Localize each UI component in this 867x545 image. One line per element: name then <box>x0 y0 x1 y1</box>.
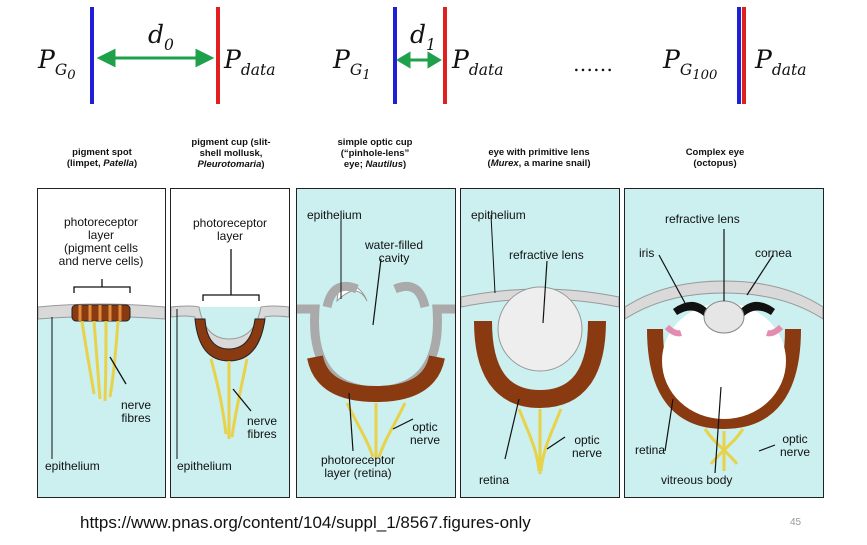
nerve-pointer <box>109 356 127 385</box>
generator-distribution-bar-1 <box>393 7 397 104</box>
caption-simple-optic-cup: simple optic cup (“pinhole-lens” eye; Na… <box>337 137 413 170</box>
generator-distribution-bar-100 <box>737 7 741 104</box>
panel-primitive-lens: epithelium refractive lens optic nerve re… <box>460 188 620 498</box>
bracket <box>73 279 131 293</box>
panel-pigment-spot: photoreceptor layer (pigment cells and ner… <box>37 188 166 498</box>
bracket <box>202 249 260 301</box>
caption-primitive-lens: eye with primitive lens (Murex, a marine… <box>487 147 591 169</box>
nerve-fibres-label: nerve fibres <box>120 398 152 425</box>
distance-d1-label: d1 <box>410 20 436 54</box>
retina-layer <box>647 328 801 430</box>
p-data-label-1: Pdata <box>224 45 276 79</box>
retina-layer <box>474 320 606 409</box>
p-data-label-3: Pdata <box>755 45 807 79</box>
epithelium-label: epithelium <box>177 459 232 473</box>
caption-pigment-spot: pigment spot (limpet, Patella) <box>66 147 138 169</box>
optic-nerve <box>703 428 745 471</box>
refractive-lens <box>703 300 745 334</box>
refractive-lens <box>497 286 583 372</box>
pigment-spot-illustration <box>38 189 165 459</box>
optic-cup-illustration <box>297 211 455 459</box>
data-distribution-bar-3 <box>742 7 746 104</box>
nerve-fibres <box>80 320 120 402</box>
nerve-fibres-label: nerve fibres <box>246 414 278 441</box>
photoreceptor-label: photoreceptor layer <box>192 216 268 243</box>
epithelium-layer <box>171 305 289 352</box>
p-g0-label: PG0 <box>38 45 76 83</box>
iris-label: iris <box>639 246 655 260</box>
pigment-cup-illustration <box>171 189 289 459</box>
caption-pigment-cup: pigment cup (slit- shell mollusk, Pleuro… <box>191 137 271 170</box>
epithelium-label: epithelium <box>471 208 526 222</box>
panel-complex-eye: refractive lens iris cornea retina optic… <box>624 188 824 498</box>
p-g100-label: PG100 <box>663 45 718 83</box>
pigment-cells <box>71 304 131 322</box>
primitive-lens-illustration <box>461 214 619 474</box>
refractive-lens-label: refractive lens <box>509 248 584 262</box>
data-distribution-bar-2 <box>443 7 447 104</box>
nerve-fibres <box>209 358 249 439</box>
distance-d0-label: d0 <box>148 20 174 54</box>
panel-simple-optic-cup: epithelium water-filled cavity optic nerve… <box>296 188 456 498</box>
caption-complex-eye: Complex eye (octopus) <box>685 147 745 169</box>
epithelium-label: epithelium <box>307 208 362 222</box>
page-number: 45 <box>790 517 802 528</box>
generator-distribution-bar-0 <box>90 7 94 104</box>
vitreous-body-label: vitreous body <box>661 473 733 487</box>
optic-nerve-label: optic nerve <box>571 433 603 460</box>
epithelium-label: epithelium <box>45 459 100 473</box>
photoreceptor-retina-label: photoreceptor layer (retina) <box>320 453 396 480</box>
photoreceptor-retina <box>307 355 445 403</box>
arrow-d0 <box>96 48 215 68</box>
data-distribution-bar-1 <box>216 7 220 104</box>
vitreous-body <box>662 303 786 419</box>
panel-pigment-cup: photoreceptor layer nerve fibres epitheliu… <box>170 188 290 498</box>
complex-eye-illustration <box>625 229 823 474</box>
ellipsis: …… <box>573 52 613 76</box>
photoreceptor-label: photoreceptor layer (pigment cells and ner… <box>58 215 144 268</box>
distance-arrows <box>96 48 442 69</box>
water-cavity-label: water-filled cavity <box>364 238 424 265</box>
p-g1-label: PG1 <box>333 45 371 83</box>
cornea-label: cornea <box>755 246 792 260</box>
optic-nerve-label: optic nerve <box>409 420 441 447</box>
source-url: https://www.pnas.org/content/104/suppl_1… <box>80 513 531 532</box>
retina-label: retina <box>479 473 510 487</box>
arrow-d1 <box>396 51 442 69</box>
retina-label: retina <box>635 443 666 457</box>
iris-left <box>673 301 711 317</box>
p-data-label-2: Pdata <box>452 45 504 79</box>
cornea-layer <box>625 280 823 320</box>
pigment-cup <box>194 318 266 362</box>
refractive-lens-label: refractive lens <box>665 212 740 226</box>
optic-nerve-label: optic nerve <box>779 432 811 459</box>
iris-right <box>737 301 775 317</box>
optic-nerve <box>517 408 563 474</box>
